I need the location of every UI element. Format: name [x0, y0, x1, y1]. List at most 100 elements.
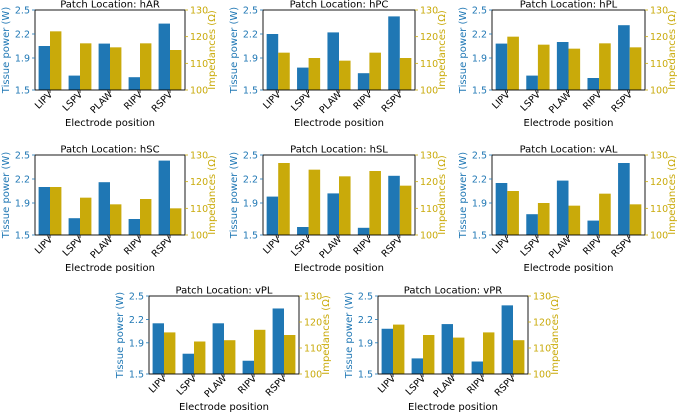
- bar-power-plaw: [98, 43, 110, 90]
- bar-impedance-rspv: [284, 335, 296, 374]
- y-axis-right-label: Impedances (Ω): [321, 295, 332, 375]
- y-left-tick-label: 1.5: [472, 86, 487, 97]
- y-right-tick-label: 120: [650, 32, 668, 43]
- bar-power-lipv: [152, 323, 164, 374]
- bar-impedance-plaw: [568, 48, 581, 90]
- chart-panel-hSL: LIPV LSPV PLAW RIPV RSPV 1.5 1.9 2.2 2.5 100 110 12…: [229, 145, 448, 275]
- y-left-tick-label: 2.5: [358, 292, 373, 303]
- y-left-tick-label: 2.2: [15, 175, 30, 186]
- y-axis-left-label: Tissue power (W): [458, 152, 469, 240]
- x-tick-label: LSPV: [289, 234, 314, 259]
- y-right-tick-label: 110: [650, 204, 668, 215]
- bar-power-ripv: [471, 361, 483, 374]
- x-tick-label: LSPV: [61, 234, 86, 259]
- y-left-tick-label: 2.2: [472, 30, 487, 41]
- bar-impedance-rspv: [399, 185, 412, 235]
- bar-power-plaw: [327, 193, 339, 235]
- bar-impedance-plaw: [339, 176, 351, 235]
- x-tick-label: RSPV: [264, 373, 290, 399]
- y-right-tick-label: 130: [650, 151, 668, 162]
- y-right-tick-label: 110: [420, 59, 438, 70]
- bar-impedance-lipv: [50, 31, 62, 90]
- x-tick-label: LSPV: [519, 234, 544, 259]
- y-axis-right-label: Impedances (Ω): [667, 155, 678, 235]
- y-right-tick-label: 110: [420, 204, 438, 215]
- x-tick-label: LIPV: [490, 89, 513, 112]
- x-tick-label: PLAW: [89, 89, 116, 116]
- x-tick-label: PLAW: [547, 234, 574, 261]
- bar-impedance-lspv: [423, 335, 435, 374]
- bar-impedance-lipv: [507, 36, 519, 90]
- y-right-tick-label: 110: [304, 344, 322, 355]
- x-tick-label: RSPV: [380, 89, 406, 115]
- x-tick-label: RSPV: [150, 234, 176, 260]
- chart-panel-hAR: LIPV LSPV PLAW RIPV RSPV 1.5 1.9 2.2 2.5 100 110 12…: [1, 0, 218, 129]
- x-tick-label: RSPV: [380, 234, 406, 260]
- y-left-tick-label: 2.2: [472, 175, 487, 186]
- y-axis-left-label: Tissue power (W): [229, 152, 240, 240]
- x-tick-label: LSPV: [175, 373, 200, 398]
- bar-impedance-rspv: [170, 50, 182, 90]
- y-right-tick-label: 120: [533, 318, 551, 329]
- x-tick-label: LIPV: [33, 234, 56, 257]
- bar-impedance-lipv: [393, 324, 405, 374]
- bar-power-lipv: [266, 34, 279, 90]
- bar-power-ripv: [357, 73, 370, 90]
- bar-power-plaw: [98, 182, 110, 235]
- y-right-tick-label: 100: [190, 231, 208, 242]
- x-tick-label: RSPV: [150, 89, 176, 115]
- bar-power-lipv: [38, 187, 50, 235]
- x-axis-label: Electrode position: [65, 118, 155, 129]
- y-right-tick-label: 130: [420, 151, 438, 162]
- bar-impedance-rspv: [399, 58, 412, 90]
- x-tick-label: LIPV: [261, 234, 284, 257]
- y-left-tick-label: 2.2: [358, 315, 373, 326]
- bar-power-lipv: [495, 183, 508, 235]
- plot-frame: [34, 154, 186, 236]
- chart-panel-hSC: LIPV LSPV PLAW RIPV RSPV 1.5 1.9 2.2 2.5 100 110 12…: [1, 145, 218, 275]
- y-left-tick-label: 1.9: [243, 199, 258, 210]
- chart-panel-hPL: LIPV LSPV PLAW RIPV RSPV 1.5 1.9 2.2 2.5 100 110 12…: [458, 0, 678, 129]
- y-left-tick-label: 2.2: [129, 315, 144, 326]
- x-tick-label: LSPV: [519, 89, 544, 114]
- y-right-tick-label: 110: [533, 344, 551, 355]
- bar-power-ripv: [128, 77, 140, 90]
- plot-frame: [377, 295, 529, 375]
- x-tick-label: PLAW: [89, 234, 116, 261]
- y-axis-left-label: Tissue power (W): [344, 292, 355, 380]
- y-left-tick-label: 2.5: [472, 151, 487, 162]
- y-right-tick-label: 110: [650, 59, 668, 70]
- chart-title: Patch Location: hPC: [290, 0, 389, 11]
- chart-panel-vAL: LIPV LSPV PLAW RIPV RSPV 1.5 1.9 2.2 2.5 100 110 12…: [458, 145, 678, 275]
- bar-power-lipv: [38, 46, 50, 90]
- x-tick-label: LIPV: [33, 89, 56, 112]
- chart-title: Patch Location: hAR: [60, 0, 160, 11]
- x-tick-label: PLAW: [203, 373, 230, 400]
- plot-frame: [34, 9, 186, 91]
- y-right-tick-label: 130: [650, 6, 668, 17]
- bar-power-plaw: [441, 324, 453, 374]
- bar-impedance-plaw: [110, 204, 122, 235]
- bar-impedance-lspv: [194, 341, 206, 374]
- bar-power-plaw: [212, 323, 224, 374]
- y-left-tick-label: 1.9: [15, 54, 30, 65]
- bar-power-lspv: [526, 75, 538, 90]
- chart-title: Patch Location: vPR: [404, 286, 502, 297]
- x-tick-label: LIPV: [261, 89, 284, 112]
- bar-impedance-lspv: [537, 203, 550, 235]
- y-axis-left-label: Tissue power (W): [229, 7, 240, 95]
- bar-power-rspv: [501, 305, 513, 374]
- y-left-tick-label: 1.9: [472, 199, 487, 210]
- plot-frame: [491, 9, 646, 91]
- bar-impedance-lspv: [308, 169, 321, 235]
- y-left-tick-label: 1.5: [243, 231, 258, 242]
- y-left-tick-label: 1.5: [15, 86, 30, 97]
- y-axis-right-label: Impedances (Ω): [550, 295, 561, 375]
- bar-power-lipv: [495, 43, 508, 90]
- y-left-tick-label: 2.5: [129, 292, 144, 303]
- x-tick-label: RIPV: [581, 234, 604, 257]
- bar-impedance-ripv: [369, 171, 381, 235]
- bar-impedance-lipv: [164, 332, 176, 374]
- y-right-tick-label: 100: [190, 86, 208, 97]
- bar-power-rspv: [158, 160, 170, 235]
